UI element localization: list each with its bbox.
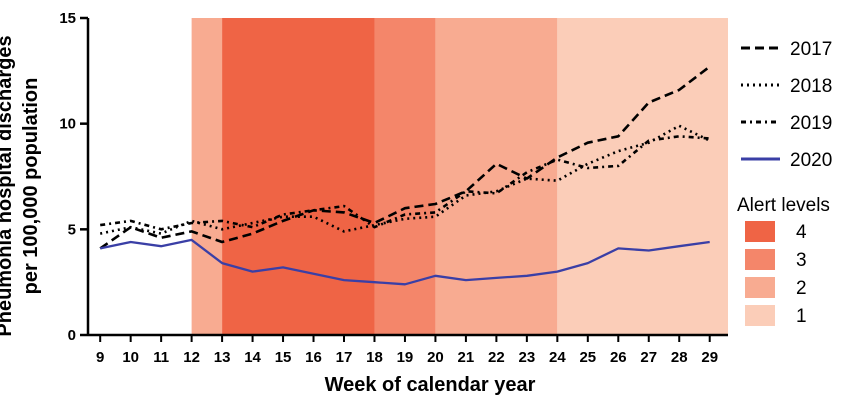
x-tick-label: 29 — [701, 349, 718, 366]
alert-bands — [191, 18, 728, 335]
y-tick-label: 10 — [59, 116, 76, 133]
x-tick-label: 13 — [214, 349, 231, 366]
alert-level-label-3: 3 — [796, 250, 807, 271]
series-line-2020 — [99, 238, 710, 286]
x-tick-label: 22 — [488, 349, 505, 366]
alert-band-level-4 — [222, 18, 375, 335]
x-tick-label: 16 — [305, 349, 322, 366]
x-tick-label: 23 — [519, 349, 536, 366]
alert-level-swatch-4 — [745, 221, 775, 242]
x-tick-label: 9 — [96, 349, 104, 366]
x-tick-label: 19 — [397, 349, 414, 366]
x-tick-label: 17 — [336, 349, 353, 366]
axes: 0 5 10 15 9 10 11 12 13 14 15 16 17 18 19 20 21 22 23 24 25 2… — [59, 10, 728, 366]
alert-level-label-1: 1 — [796, 306, 807, 327]
x-axis-label: Week of calendar year — [324, 374, 536, 396]
alert-level-swatch-2 — [745, 277, 775, 298]
x-tick-label: 10 — [122, 349, 139, 366]
legend-label-2017: 2017 — [790, 39, 832, 60]
y-tick-label: 0 — [68, 327, 76, 344]
y-tick-label: 5 — [68, 221, 76, 238]
y-tick-label: 15 — [59, 10, 76, 27]
x-tick-label: 25 — [579, 349, 596, 366]
x-tick-label: 20 — [427, 349, 444, 366]
legend: 2017 2018 2019 2020 Alert levels 4 3 2 1 — [737, 39, 832, 327]
alert-band-level-2 — [435, 18, 558, 335]
series-line-2017 — [99, 65, 711, 250]
series-line-2018 — [99, 124, 711, 235]
alert-band-level-2 — [191, 18, 223, 335]
x-tick-label: 26 — [610, 349, 627, 366]
x-tick-label: 24 — [549, 349, 566, 366]
series-line-2019 — [100, 135, 710, 231]
series-lines — [99, 65, 711, 286]
x-tick-label: 15 — [275, 349, 292, 366]
alert-level-label-4: 4 — [796, 222, 807, 243]
alert-level-swatch-1 — [745, 305, 775, 326]
alert-level-label-2: 2 — [796, 278, 807, 299]
legend-label-2018: 2018 — [790, 76, 832, 97]
alert-level-swatch-3 — [745, 249, 775, 270]
alert-levels-title: Alert levels — [737, 195, 830, 216]
x-tick-label: 28 — [671, 349, 688, 366]
x-tick-label: 18 — [366, 349, 383, 366]
x-tick-label: 11 — [153, 349, 169, 366]
alert-band-level-1 — [557, 18, 728, 335]
x-tick-label: 27 — [640, 349, 657, 366]
x-tick-label: 21 — [458, 349, 475, 366]
y-axis-label: Pneumonia hospital discharges per 100,00… — [0, 35, 42, 337]
x-tick-label: 12 — [183, 349, 200, 366]
alert-band-level-3 — [374, 18, 436, 335]
legend-label-2020: 2020 — [790, 150, 832, 171]
x-tick-label: 14 — [244, 349, 261, 366]
legend-label-2019: 2019 — [790, 113, 832, 134]
